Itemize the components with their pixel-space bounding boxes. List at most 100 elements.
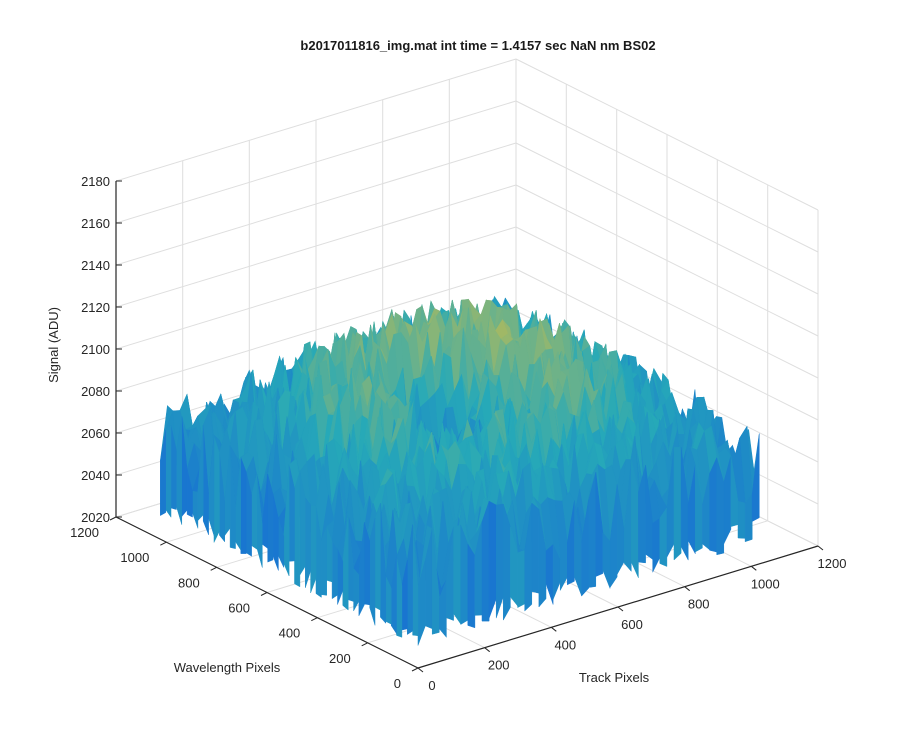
- y-tick-mark: [411, 667, 419, 672]
- surface-skirt: [467, 543, 476, 629]
- surface-skirt: [538, 509, 547, 608]
- surface-skirt: [524, 503, 533, 612]
- surface-skirt: [659, 506, 668, 567]
- x-tick-mark: [484, 647, 491, 653]
- surface-skirt: [331, 540, 338, 600]
- surface-skirt: [305, 497, 311, 588]
- surface: [160, 295, 760, 646]
- surface-skirt: [396, 556, 403, 638]
- surface-skirt: [716, 457, 725, 556]
- surface-skirt: [240, 457, 247, 554]
- surface-skirt: [342, 515, 349, 611]
- grid-line: [515, 100, 819, 253]
- x-tick-mark: [617, 606, 624, 612]
- z-tick-label: 2100: [81, 342, 110, 357]
- grid-line: [115, 184, 517, 308]
- grid-line: [115, 268, 517, 392]
- y-tick-mark: [361, 642, 368, 647]
- y-tick-label: 0: [394, 676, 401, 691]
- z-tick-label: 2040: [81, 468, 110, 483]
- y-tick-label: 800: [178, 575, 200, 590]
- surface-skirt: [709, 457, 717, 553]
- surface-skirt: [160, 430, 166, 517]
- surface-skirt: [631, 459, 639, 578]
- surface-skirt: [652, 517, 661, 573]
- surface-skirt: [680, 447, 689, 561]
- x-tick-label: 400: [554, 637, 576, 652]
- z-tick-label: 2120: [81, 300, 110, 315]
- grid-line: [115, 142, 517, 266]
- y-tick-label: 1000: [120, 550, 149, 565]
- surface-skirt: [202, 425, 209, 535]
- z-axis-label: Signal (ADU): [46, 307, 61, 383]
- surface-skirt: [213, 436, 220, 543]
- surface-skirt: [412, 524, 419, 636]
- y-axis-label: Wavelength Pixels: [174, 660, 281, 675]
- surface-skirt: [374, 503, 381, 611]
- surface-skirt: [638, 465, 646, 564]
- surface-skirt: [609, 484, 618, 589]
- surface-skirt: [192, 491, 199, 529]
- grid-line: [515, 142, 819, 295]
- surface-skirt: [481, 501, 490, 622]
- tick-labels: 0 200 400 600 800 1000 1200 0 200 400 600 800 1000 12…: [70, 174, 846, 693]
- chart-title: b2017011816_img.mat int time = 1.4157 se…: [300, 38, 655, 53]
- grid-line: [515, 58, 819, 211]
- y-tick-mark: [160, 541, 167, 546]
- surface-skirt: [517, 549, 525, 609]
- surface-skirt: [446, 526, 454, 621]
- surface-skirt: [723, 455, 732, 545]
- x-tick-label: 0: [428, 678, 435, 693]
- surface-skirt: [567, 500, 575, 586]
- x-tick-mark: [550, 626, 557, 632]
- surface-skirt: [186, 469, 193, 518]
- x-tick-label: 800: [688, 597, 710, 612]
- y-tick-mark: [109, 516, 117, 521]
- y-tick-label: 600: [228, 601, 250, 616]
- surface-skirt: [687, 465, 696, 554]
- surface-skirt: [453, 524, 461, 625]
- surface-skirt: [310, 504, 317, 594]
- surface-skirt: [695, 465, 703, 553]
- z-tick-label: 2160: [81, 216, 110, 231]
- x-tick-label: 600: [621, 617, 643, 632]
- surface-skirt: [744, 493, 753, 543]
- y-tick-mark: [311, 617, 318, 622]
- surface-skirt: [353, 567, 360, 612]
- surface-skirt: [229, 445, 236, 550]
- x-tick-mark: [817, 545, 824, 551]
- grid-line: [115, 58, 517, 182]
- x-tick-label: 200: [488, 658, 510, 673]
- surface-skirt: [369, 518, 376, 626]
- x-tick-mark: [417, 667, 424, 673]
- surface-skirt: [337, 548, 344, 605]
- surface-skirt: [495, 503, 504, 619]
- x-tick-mark: [750, 565, 757, 571]
- surface-skirt: [595, 472, 604, 577]
- y-tick-label: 200: [329, 651, 351, 666]
- z-tick-label: 2140: [81, 258, 110, 273]
- grid-line: [115, 100, 517, 224]
- x-tick-label: 1200: [818, 556, 847, 571]
- surface-skirt: [623, 459, 632, 573]
- surface-skirt: [315, 506, 322, 598]
- surface-skirt: [588, 472, 597, 588]
- surface-skirt: [407, 524, 413, 635]
- z-tick-label: 2180: [81, 174, 110, 189]
- grid-line: [515, 226, 819, 379]
- z-tick-label: 2060: [81, 426, 110, 441]
- surface-skirt: [737, 500, 746, 539]
- grid-line: [515, 268, 819, 421]
- surface-skirt: [531, 502, 540, 594]
- y-tick-mark: [210, 566, 217, 571]
- y-tick-label: 1200: [70, 525, 99, 540]
- grid-line: [515, 184, 819, 337]
- surface-skirt: [165, 425, 172, 518]
- surface-skirt: [503, 504, 511, 622]
- x-axis-label: Track Pixels: [579, 670, 650, 685]
- y-tick-mark: [260, 592, 268, 596]
- surface-skirt: [439, 580, 447, 638]
- surface-skirt: [267, 474, 274, 563]
